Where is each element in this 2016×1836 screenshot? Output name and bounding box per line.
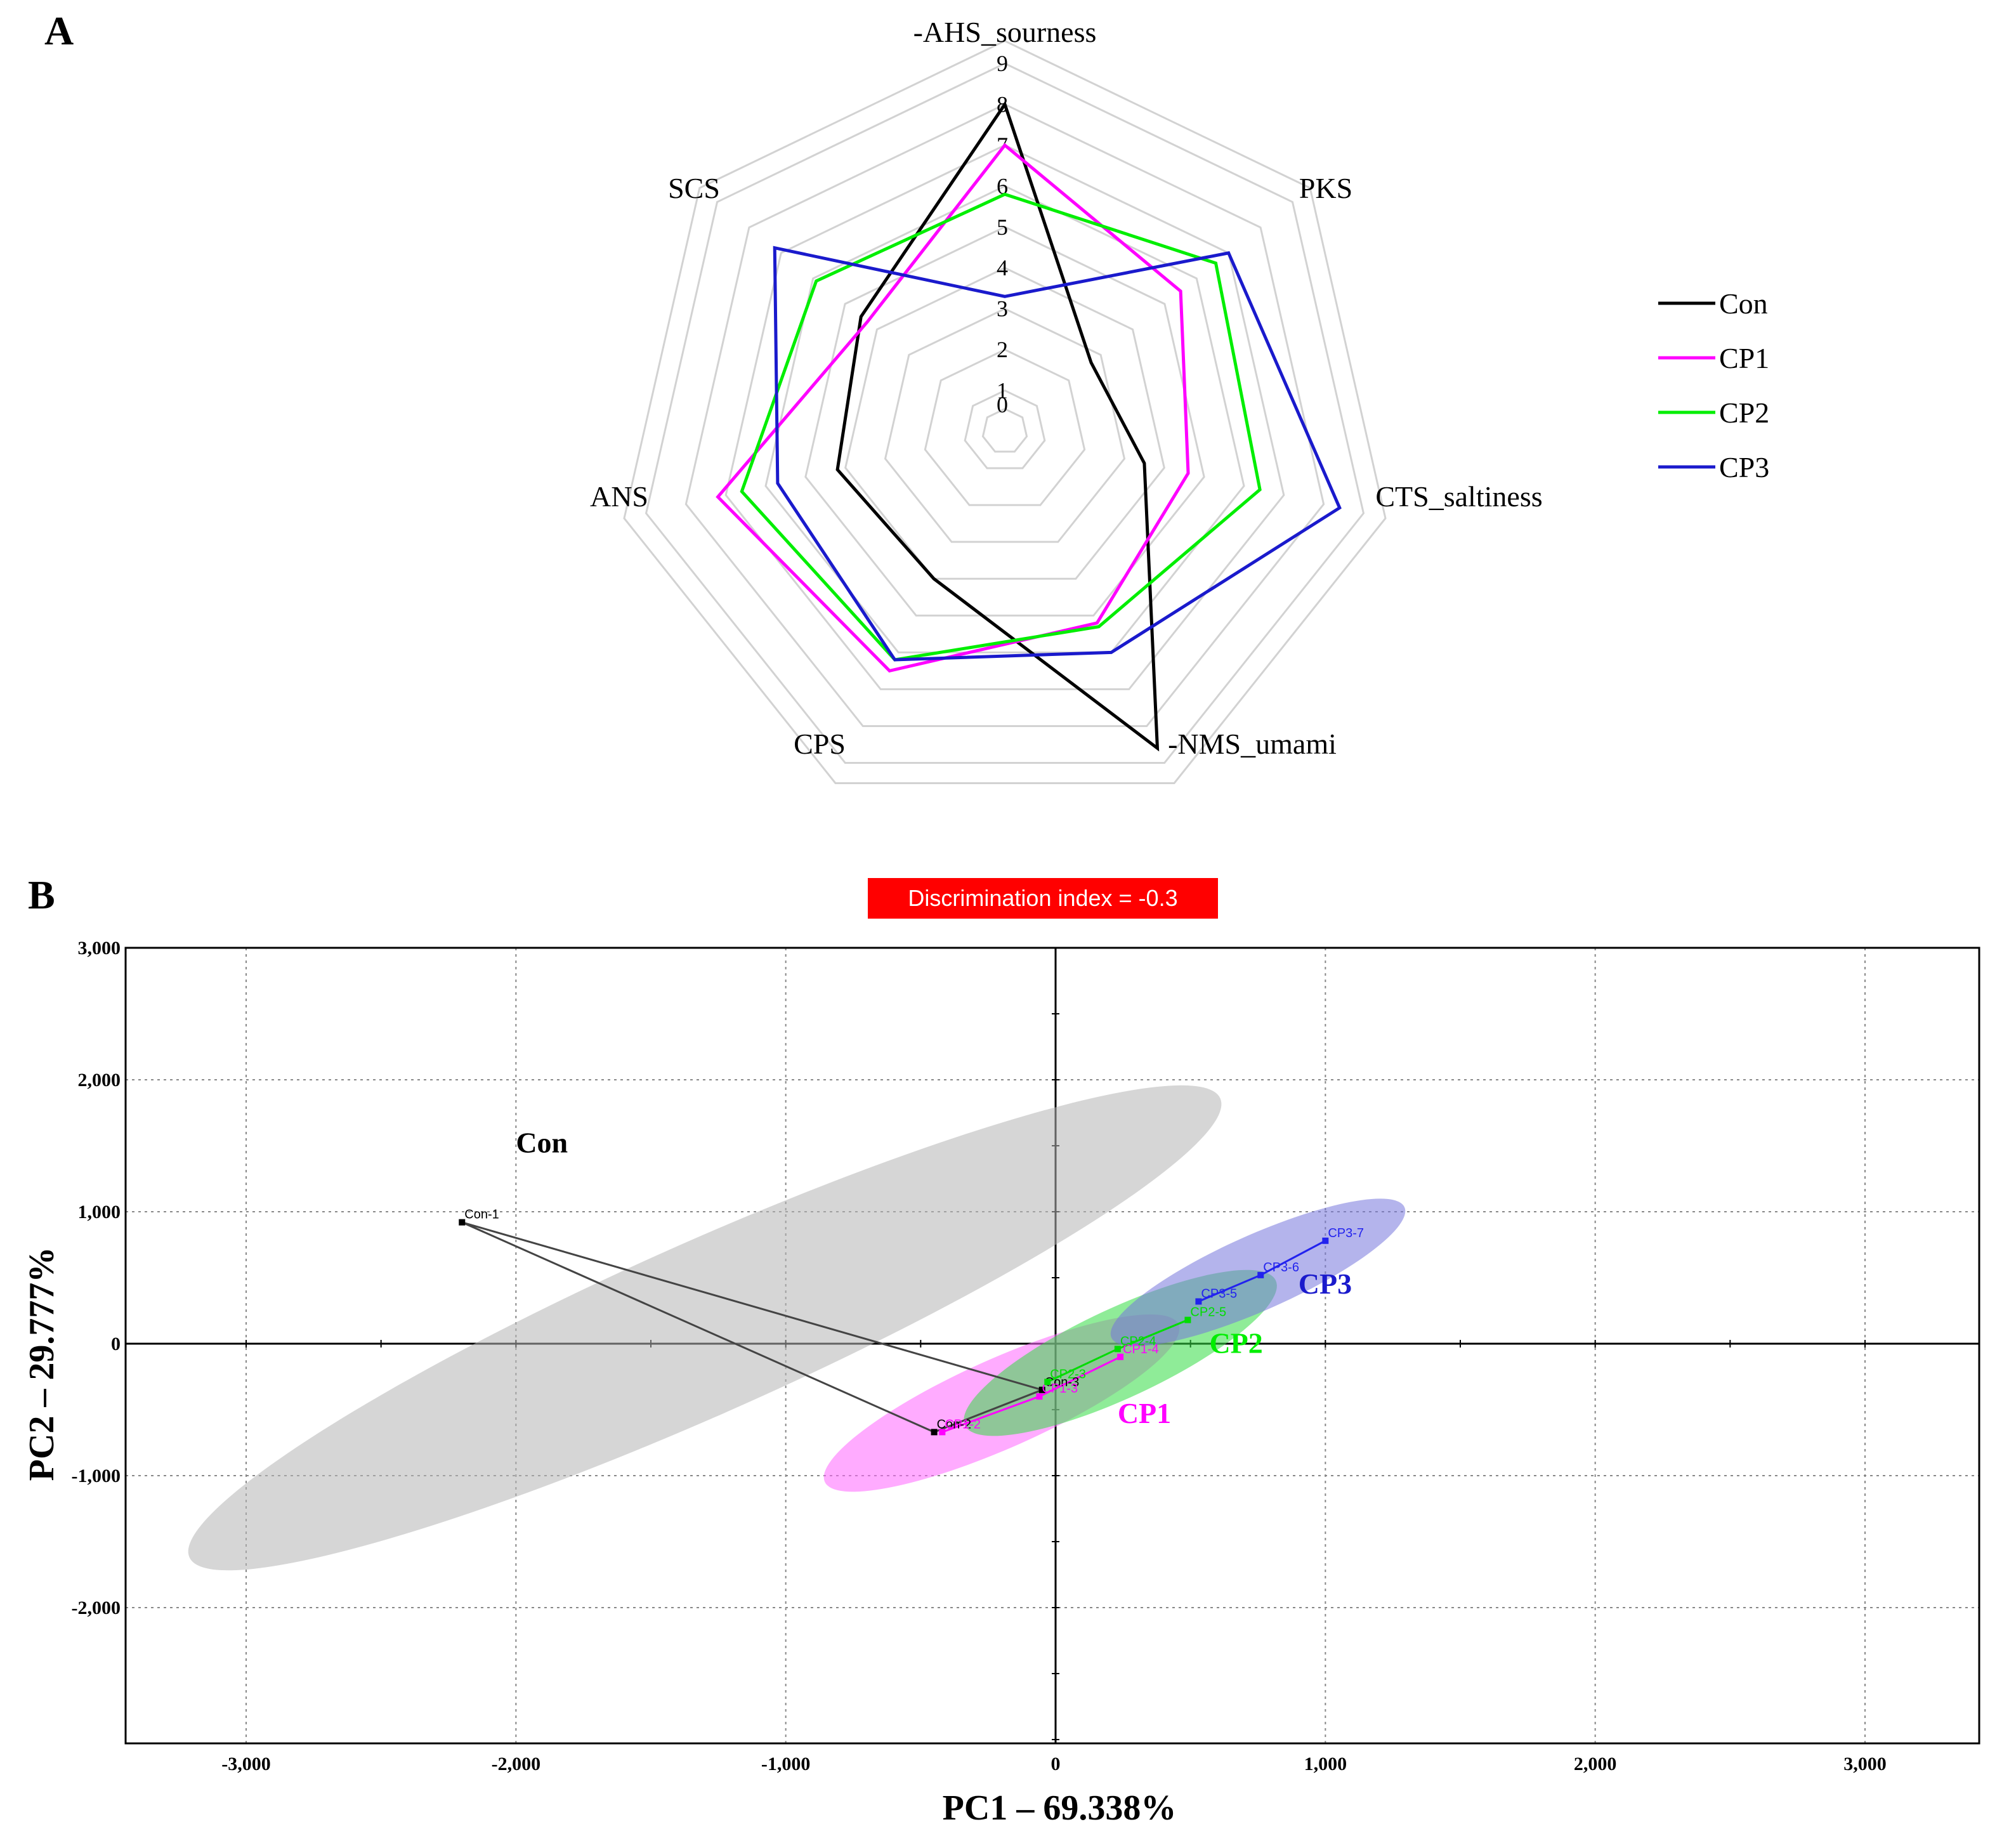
panel-a-label: A xyxy=(44,8,74,53)
radar-series-cp2 xyxy=(740,192,1262,662)
pca-x-tick-label: -2,000 xyxy=(492,1754,541,1774)
point-marker xyxy=(1195,1298,1202,1305)
group-label-con: Con xyxy=(516,1126,568,1158)
radar-series-con xyxy=(835,100,1160,752)
radar-grid xyxy=(623,39,1387,784)
radar-grid-ring xyxy=(684,103,1325,727)
radar-tick-label: 6 xyxy=(997,173,1008,199)
pca-y-tick-label: -1,000 xyxy=(72,1466,121,1486)
radar-series-cp3 xyxy=(773,246,1342,662)
point-marker xyxy=(1038,1386,1045,1393)
point-label: CP1-2 xyxy=(945,1417,981,1431)
point-label: CP1-3 xyxy=(1042,1382,1078,1396)
discrimination-badge-text: Discrimination index = -0.3 xyxy=(908,885,1177,911)
radar-tick-label: 1 xyxy=(997,378,1008,403)
group-label-cp1: CP1 xyxy=(1118,1397,1171,1429)
pca-y-tick-label: 0 xyxy=(111,1334,121,1354)
ellipse-con xyxy=(188,1085,1222,1571)
radar-axis-labels: -AHS_sourness PKS CTS_saltiness -NMS_umami C… xyxy=(590,16,1543,760)
pca-y-tick-label: -2,000 xyxy=(72,1597,121,1618)
point-marker xyxy=(1257,1271,1264,1278)
point-label: CP2-3 xyxy=(1050,1367,1086,1381)
radar-axis-label: -AHS_sourness xyxy=(913,16,1097,48)
radar-tick-label: 2 xyxy=(997,337,1008,362)
radar-series xyxy=(716,100,1342,752)
point-marker xyxy=(1117,1353,1124,1360)
connector-con xyxy=(461,1221,1045,1433)
radar-tick-label: 4 xyxy=(997,255,1008,280)
point-marker xyxy=(1036,1393,1043,1400)
pca-y-tick-label: 2,000 xyxy=(78,1070,121,1091)
radar-grid-ring xyxy=(884,308,1126,543)
legend-label-con: Con xyxy=(1719,287,1768,320)
pca-x-tick-label: 1,000 xyxy=(1304,1754,1347,1774)
pca-y-tick-label: 1,000 xyxy=(78,1202,121,1223)
point-marker xyxy=(1184,1316,1191,1323)
radar-tick-label: 5 xyxy=(997,214,1008,240)
radar-series-cp1 xyxy=(716,143,1190,673)
point-marker xyxy=(1322,1237,1329,1244)
group-label-cp3: CP3 xyxy=(1299,1268,1352,1300)
radar-grid-ring xyxy=(623,39,1387,784)
pca-chart: Discrimination index = -0.3 Con-1Con-2Co… xyxy=(22,878,1980,1828)
radar-grid-ring xyxy=(964,389,1046,469)
legend-label-cp1: CP1 xyxy=(1719,342,1769,374)
pca-y-axis-label: PC2 – 29.777% xyxy=(22,1247,62,1481)
panel-b-label: B xyxy=(28,872,55,917)
group-label-cp2: CP2 xyxy=(1209,1327,1262,1360)
pca-x-tick-label: 2,000 xyxy=(1574,1754,1617,1774)
radar-axis-label: CTS_saltiness xyxy=(1375,480,1542,513)
point-marker xyxy=(939,1429,946,1436)
point-marker xyxy=(931,1429,938,1436)
discrimination-badge xyxy=(868,878,1218,919)
point-label: Con-2 xyxy=(937,1417,971,1431)
pca-group-labels: Con CP1 CP2 CP3 xyxy=(516,1126,1352,1429)
radar-grid-ring xyxy=(724,144,1285,690)
radar-grid-ring xyxy=(645,62,1365,764)
radar-axis-label: PKS xyxy=(1299,172,1352,204)
legend-label-cp2: CP2 xyxy=(1719,397,1769,429)
pca-points: Con-1 Con-2 Con-3 CP1-2 CP1-3 CP1-4 CP2-3 CP2-4… xyxy=(459,1208,1364,1436)
point-label: CP3-5 xyxy=(1201,1287,1237,1301)
pca-tick-labels: -3,000 -2,000 -1,000 0 1,000 2,000 3,000 3,000 2… xyxy=(72,938,1887,1774)
point-label: CP2-5 xyxy=(1190,1306,1226,1320)
point-label: CP2-4 xyxy=(1120,1334,1156,1348)
pca-plot-frame xyxy=(124,947,1980,1745)
radar-grid-ring xyxy=(981,407,1028,453)
pca-x-tick-label: 0 xyxy=(1051,1754,1061,1774)
point-marker xyxy=(459,1219,466,1226)
radar-grid-ring xyxy=(804,226,1205,617)
pca-x-tick-label: -1,000 xyxy=(761,1754,811,1774)
pca-x-tick-label: -3,000 xyxy=(221,1754,271,1774)
point-label: CP1-4 xyxy=(1123,1342,1159,1356)
radar-tick-label: 9 xyxy=(997,51,1008,76)
radar-tick-label: 0 xyxy=(997,392,1008,417)
radar-axis-label: SCS xyxy=(668,172,720,204)
pca-x-axis-label: PC1 – 69.338% xyxy=(943,1788,1177,1828)
pca-y-tick-label: 3,000 xyxy=(78,938,121,959)
radar-grid-ring xyxy=(844,266,1165,580)
radar-tick-label: 3 xyxy=(997,296,1008,322)
radar-legend: Con CP1 CP2 CP3 xyxy=(1658,287,1769,483)
radar-axis-label: CPS xyxy=(794,728,846,760)
radar-axis-label: ANS xyxy=(590,480,648,513)
radar-axis-label: -NMS_umami xyxy=(1168,728,1337,760)
point-marker xyxy=(1114,1346,1121,1353)
point-label: CP3-6 xyxy=(1263,1261,1299,1275)
point-label: Con-3 xyxy=(1045,1375,1079,1389)
point-label: CP3-7 xyxy=(1328,1226,1364,1240)
point-label: Con-1 xyxy=(464,1208,499,1222)
radar-grid-ring xyxy=(924,348,1086,506)
legend-label-cp3: CP3 xyxy=(1719,451,1769,483)
pca-x-tick-label: 3,000 xyxy=(1843,1754,1887,1774)
point-marker xyxy=(1044,1379,1051,1386)
